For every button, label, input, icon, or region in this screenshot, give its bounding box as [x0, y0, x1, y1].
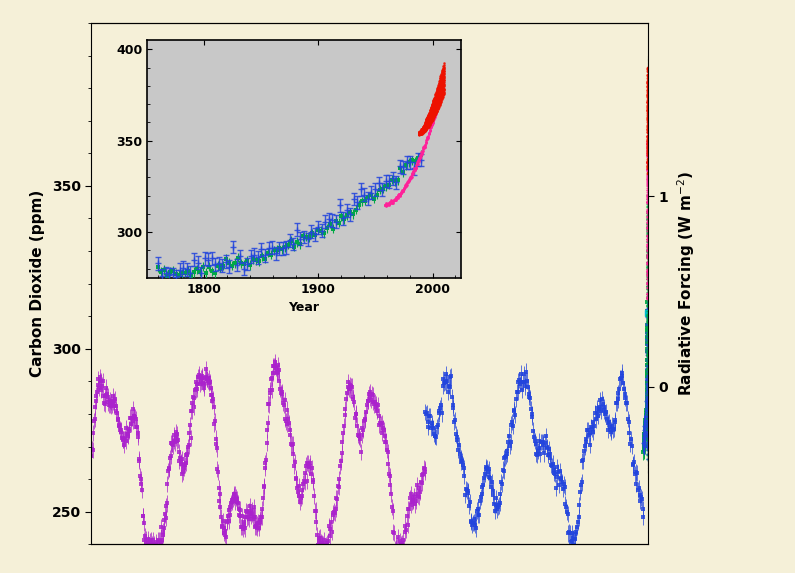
Y-axis label: Radiative Forcing (W m$^{-2}$): Radiative Forcing (W m$^{-2}$): [675, 171, 696, 397]
X-axis label: Year: Year: [289, 301, 320, 315]
Y-axis label: Carbon Dioxide (ppm): Carbon Dioxide (ppm): [30, 190, 45, 377]
